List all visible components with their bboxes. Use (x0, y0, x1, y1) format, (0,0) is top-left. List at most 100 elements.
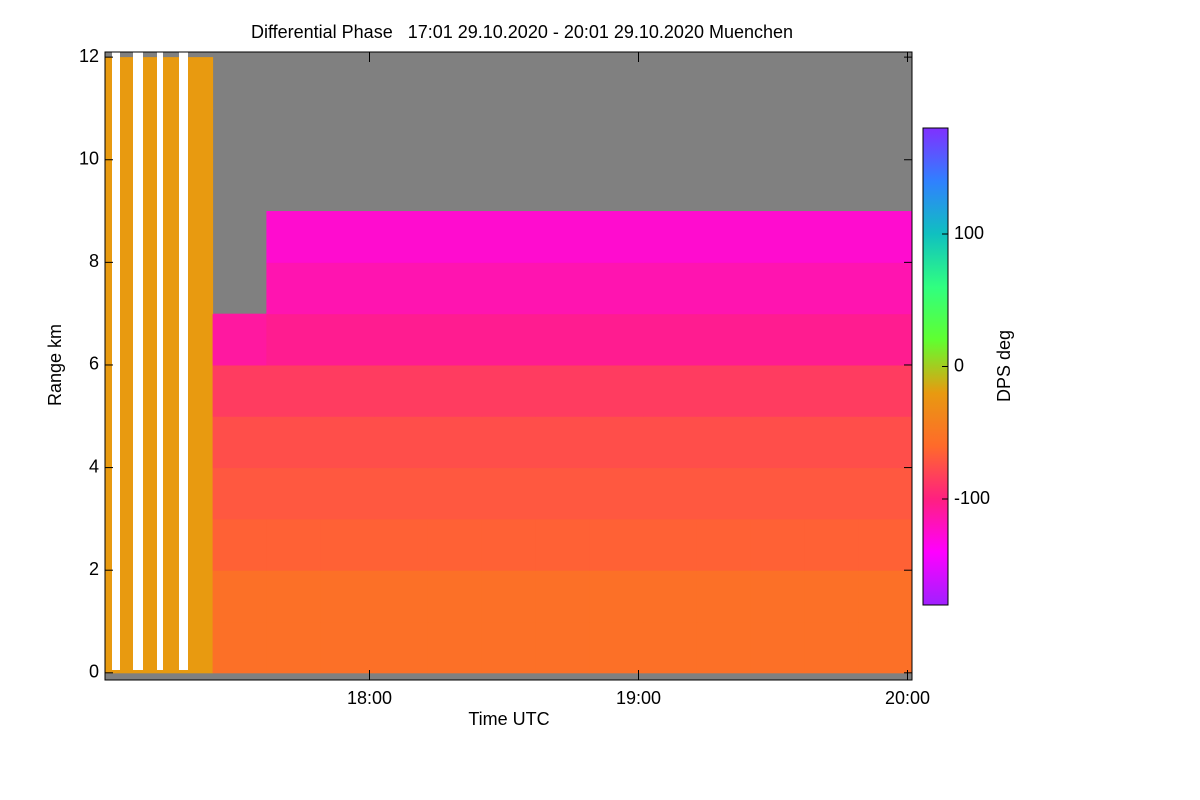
heatmap-cell (696, 518, 752, 571)
heatmap-cell (643, 313, 698, 366)
heatmap-cell (212, 570, 267, 623)
heatmap-cell (481, 570, 536, 623)
heatmap-cell (589, 621, 644, 674)
heatmap-cell (589, 467, 644, 520)
heatmap-cell (212, 467, 267, 520)
heatmap-cell (858, 570, 913, 623)
heatmap-cell (320, 570, 375, 623)
heatmap-cell (589, 570, 644, 623)
heatmap-cell (427, 313, 483, 366)
heatmap-cell (212, 313, 267, 366)
heatmap-cell (481, 313, 536, 366)
y-tick-label: 8 (89, 251, 99, 271)
heatmap-cell (266, 211, 321, 263)
heatmap-cell (858, 416, 913, 469)
heatmap-cell (804, 364, 859, 417)
heatmap-cell (643, 211, 698, 263)
heatmap-cell (643, 262, 698, 315)
heatmap-cell (320, 621, 375, 674)
heatmap-cell (320, 364, 375, 417)
heatmap-cell (374, 416, 429, 469)
heatmap-cell (374, 518, 429, 571)
colorbar-tick-label: 100 (954, 223, 984, 243)
heatmap-cell (750, 313, 805, 366)
y-tick-label: 6 (89, 354, 99, 374)
heatmap-cell (750, 621, 805, 674)
heatmap-cell (535, 621, 590, 674)
heatmap-cell (266, 570, 321, 623)
heatmap-cell (804, 621, 859, 674)
heatmap-cell (696, 211, 752, 263)
heatmap-cell (643, 416, 698, 469)
y-axis-label: Range km (45, 324, 65, 406)
heatmap-cell (320, 467, 375, 520)
heatmap-cell (643, 570, 698, 623)
heatmap-cell (320, 262, 375, 315)
axes: 0 2 4 6 8 10 12 18:00 19:00 20:00 -100 0 100 (79, 46, 990, 708)
y-tick-label: 10 (79, 148, 99, 168)
heatmap-cell (643, 518, 698, 571)
heatmap-cell (427, 518, 483, 571)
heatmap-cell (643, 467, 698, 520)
y-tick-label: 12 (79, 46, 99, 66)
y-tick-label: 2 (89, 559, 99, 579)
heatmap-cell (427, 621, 483, 674)
heatmap-cell (858, 467, 913, 520)
gap (133, 52, 143, 670)
heatmap-cell (266, 621, 321, 674)
heatmap-cell (266, 416, 321, 469)
heatmap-cell (212, 518, 267, 571)
heatmap-cell (750, 416, 805, 469)
heatmap-cell (696, 416, 752, 469)
heatmap-cell (320, 211, 375, 263)
heatmap-cell (858, 364, 913, 417)
heatmap-cell (481, 211, 536, 263)
heatmap-cell (589, 211, 644, 263)
heatmap-cell (535, 364, 590, 417)
gap (112, 52, 120, 670)
heatmap-cell (750, 467, 805, 520)
heatmap-cell (804, 518, 859, 571)
heatmap-cell (804, 416, 859, 469)
gap (157, 52, 163, 670)
heatmap-cell (481, 518, 536, 571)
heatmap-cell (804, 467, 859, 520)
heatmap-cell (643, 621, 698, 674)
heatmap-cell (858, 313, 913, 366)
heatmap-cell (427, 262, 483, 315)
heatmap-cell (481, 467, 536, 520)
heatmap-cell (427, 211, 483, 263)
heatmap-cell (374, 570, 429, 623)
heatmap-cell (696, 467, 752, 520)
heatmap-cell (696, 313, 752, 366)
heatmap-cell (804, 313, 859, 366)
heatmap-cell (427, 364, 483, 417)
heatmap-cell (535, 416, 590, 469)
heatmap-cell (427, 467, 483, 520)
heatmap-cell (643, 364, 698, 417)
heatmap-cell (858, 621, 913, 674)
heatmap-cell (266, 262, 321, 315)
heatmap-cell (535, 570, 590, 623)
heatmap-cell (535, 262, 590, 315)
heatmap-cell (696, 621, 752, 674)
heatmap-cell (750, 262, 805, 315)
x-tick-label: 19:00 (616, 688, 661, 708)
x-axis-label: Time UTC (468, 709, 549, 729)
heatmap-cell (212, 416, 267, 469)
heatmap-cell (858, 211, 913, 263)
heatmap-cell (804, 262, 859, 315)
heatmap-cell (696, 364, 752, 417)
y-tick-label: 0 (89, 662, 99, 682)
x-tick-label: 20:00 (885, 688, 930, 708)
heatmap-cell (212, 621, 267, 674)
heatmap-cell (266, 364, 321, 417)
heatmap-cell (858, 518, 913, 571)
heatmap-cell (374, 621, 429, 674)
heatmap-cell (266, 467, 321, 520)
heatmap-cell (320, 313, 375, 366)
heatmap-cell (266, 313, 321, 366)
heatmap-cell (481, 364, 536, 417)
data-gaps (112, 52, 188, 670)
